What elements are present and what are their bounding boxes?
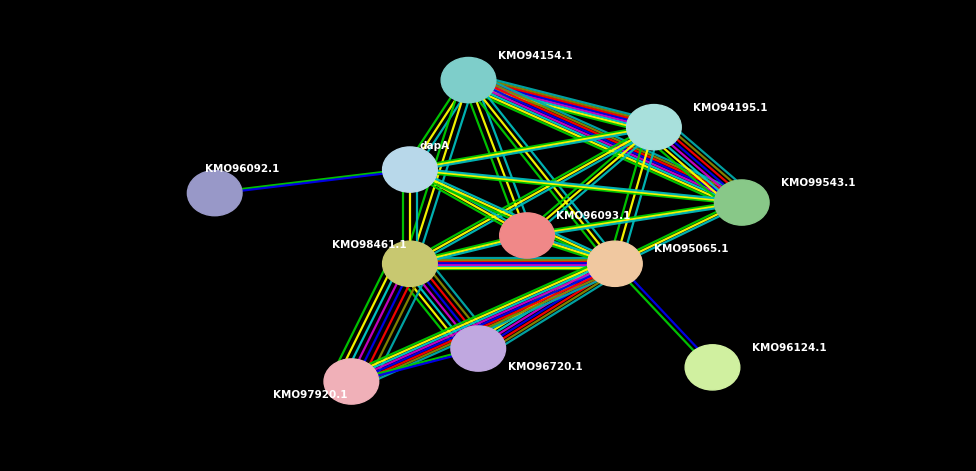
Text: KMO98461.1: KMO98461.1 bbox=[332, 240, 406, 250]
Ellipse shape bbox=[324, 359, 379, 404]
Text: KMO96093.1: KMO96093.1 bbox=[556, 211, 630, 221]
Text: KMO96124.1: KMO96124.1 bbox=[752, 343, 826, 353]
Text: dapA: dapA bbox=[420, 141, 450, 151]
Ellipse shape bbox=[451, 326, 506, 371]
Ellipse shape bbox=[383, 147, 437, 192]
Text: KMO94195.1: KMO94195.1 bbox=[693, 103, 767, 113]
Text: KMO94154.1: KMO94154.1 bbox=[498, 51, 573, 61]
Ellipse shape bbox=[714, 180, 769, 225]
Ellipse shape bbox=[187, 171, 242, 216]
Ellipse shape bbox=[500, 213, 554, 258]
Ellipse shape bbox=[588, 241, 642, 286]
Text: KMO99543.1: KMO99543.1 bbox=[781, 179, 855, 188]
Text: KMO96092.1: KMO96092.1 bbox=[205, 164, 279, 174]
Ellipse shape bbox=[383, 241, 437, 286]
Text: KMO96720.1: KMO96720.1 bbox=[508, 362, 582, 372]
Text: KMO95065.1: KMO95065.1 bbox=[654, 244, 728, 254]
Ellipse shape bbox=[685, 345, 740, 390]
Ellipse shape bbox=[441, 57, 496, 103]
Ellipse shape bbox=[627, 105, 681, 150]
Text: KMO97920.1: KMO97920.1 bbox=[273, 390, 347, 400]
